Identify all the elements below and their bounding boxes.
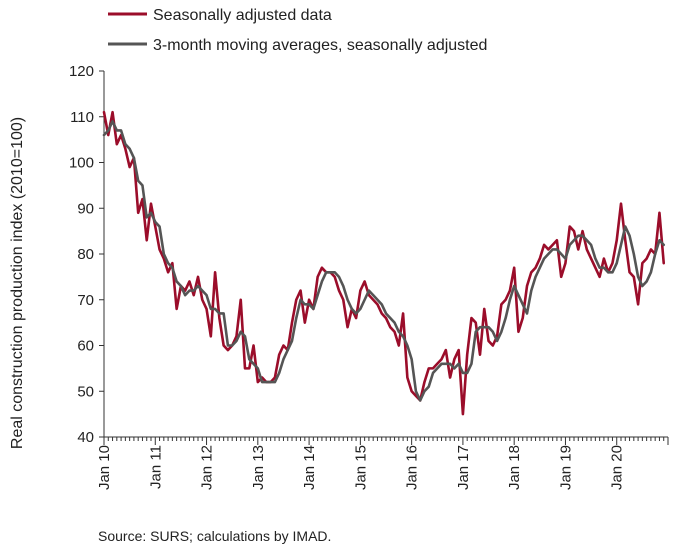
x-tick-label: Jan 13 [250,445,267,490]
legend-label-seasonally-adjusted: Seasonally adjusted data [153,7,332,24]
x-tick-label: Jan 19 [557,445,574,490]
x-tick-label: Jan 14 [301,445,318,490]
y-tick-label: 80 [77,246,94,263]
series-layer [102,110,666,416]
x-tick-label: Jan 20 [609,445,626,490]
x-tick-label: Jan 16 [404,445,421,490]
source-note: Source: SURS; calculations by IMAD. [98,528,331,544]
y-tick-label: 90 [77,200,94,217]
y-tick-label: 70 [77,292,94,309]
x-tick-label: Jan 17 [455,445,472,490]
y-tick-label: 40 [77,429,94,446]
x-tick-label: Jan 18 [506,445,523,490]
y-tick-label: 120 [69,63,94,80]
legend: Seasonally adjusted data 3-month moving … [108,7,487,54]
y-tick-label: 110 [70,109,94,126]
y-axis-title: Real construction production index (2010… [9,117,26,449]
x-tick-label: Jan 10 [96,445,113,490]
y-tick-label: 50 [77,383,94,400]
series-line-seasonally-adjusted [102,110,666,416]
axes: 40 50 60 70 80 90 100 110 120 Jan 10 Jan 11 Jan 12 J… [69,63,669,490]
series-line-moving-average [102,120,666,402]
legend-label-moving-average: 3-month moving averages, seasonally adju… [153,37,487,54]
y-tick-label: 60 [77,338,94,355]
x-tick-label: Jan 15 [352,445,369,490]
x-tick-label: Jan 12 [199,445,216,490]
y-tick-label: 100 [69,155,94,172]
x-tick-label: Jan 11 [147,445,164,489]
